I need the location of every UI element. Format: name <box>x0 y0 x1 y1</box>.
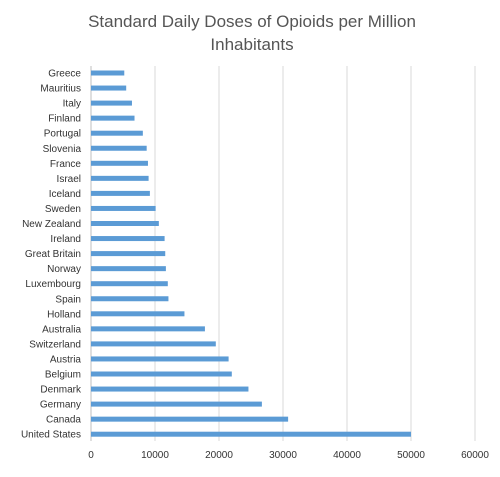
category-label-canada: Canada <box>46 415 81 426</box>
bar-ireland <box>91 236 165 242</box>
bar-united-states <box>91 431 411 437</box>
x-tick-label-50000: 50000 <box>397 450 425 461</box>
x-tick-label-0: 0 <box>88 450 94 461</box>
bar-norway <box>91 266 166 272</box>
category-label-portugal: Portugal <box>44 129 81 140</box>
category-label-great-britain: Great Britain <box>25 249 81 260</box>
bar-australia <box>91 326 205 332</box>
bar-iceland <box>91 190 150 196</box>
bar-denmark <box>91 386 249 392</box>
bar-canada <box>91 416 289 422</box>
bar-spain <box>91 296 169 302</box>
category-label-italy: Italy <box>63 99 81 110</box>
category-label-sweden: Sweden <box>45 204 81 215</box>
category-label-israel: Israel <box>57 174 81 185</box>
bar-sweden <box>91 205 156 211</box>
category-labels: Greece Mauritius Italy Finland Portugal Slove… <box>21 69 82 441</box>
category-label-norway: Norway <box>47 264 81 275</box>
bar-great-britain <box>91 251 166 257</box>
bar-belgium <box>91 371 232 377</box>
bar-france <box>91 160 148 166</box>
bar-portugal <box>91 130 143 136</box>
x-tick-label-40000: 40000 <box>333 450 361 461</box>
category-label-denmark: Denmark <box>40 385 82 396</box>
category-label-new-zealand: New Zealand <box>22 219 81 230</box>
bar-slovenia <box>91 145 147 151</box>
category-label-greece: Greece <box>48 69 81 80</box>
chart-title-line-2: Inhabitants <box>210 35 293 54</box>
category-label-mauritius: Mauritius <box>40 84 81 95</box>
bar-greece <box>91 70 125 76</box>
category-label-united-states: United States <box>21 430 81 441</box>
category-label-luxembourg: Luxembourg <box>25 279 81 290</box>
category-label-spain: Spain <box>55 294 81 305</box>
bar-new-zealand <box>91 221 159 226</box>
bar-finland <box>91 115 135 121</box>
x-axis-tick-labels: 0 10000 20000 30000 40000 50000 60000 <box>88 450 489 461</box>
category-label-holland: Holland <box>47 309 81 320</box>
x-tick-label-10000: 10000 <box>141 450 169 461</box>
gridlines <box>90 66 476 441</box>
category-label-iceland: Iceland <box>49 189 81 200</box>
x-tick-label-20000: 20000 <box>205 450 233 461</box>
category-label-ireland: Ireland <box>50 234 81 245</box>
bar-italy <box>91 100 132 106</box>
chart-title-line-1: Standard Daily Doses of Opioids per Mill… <box>88 12 416 31</box>
category-label-switzerland: Switzerland <box>29 339 81 350</box>
category-label-austria: Austria <box>50 354 82 365</box>
category-label-france: France <box>50 159 82 170</box>
bar-israel <box>91 175 149 181</box>
bar-switzerland <box>91 341 216 347</box>
bar-mauritius <box>91 85 127 91</box>
bar-luxembourg <box>91 281 168 287</box>
category-label-australia: Australia <box>42 324 81 335</box>
x-tick-label-60000: 60000 <box>461 450 489 461</box>
bar-holland <box>91 311 185 317</box>
category-label-slovenia: Slovenia <box>43 144 82 155</box>
category-label-finland: Finland <box>48 114 81 125</box>
bar-germany <box>91 401 262 407</box>
bar-austria <box>91 356 229 362</box>
category-label-belgium: Belgium <box>45 370 81 381</box>
category-label-germany: Germany <box>40 400 81 411</box>
x-tick-label-30000: 30000 <box>269 450 297 461</box>
bars <box>91 70 411 437</box>
